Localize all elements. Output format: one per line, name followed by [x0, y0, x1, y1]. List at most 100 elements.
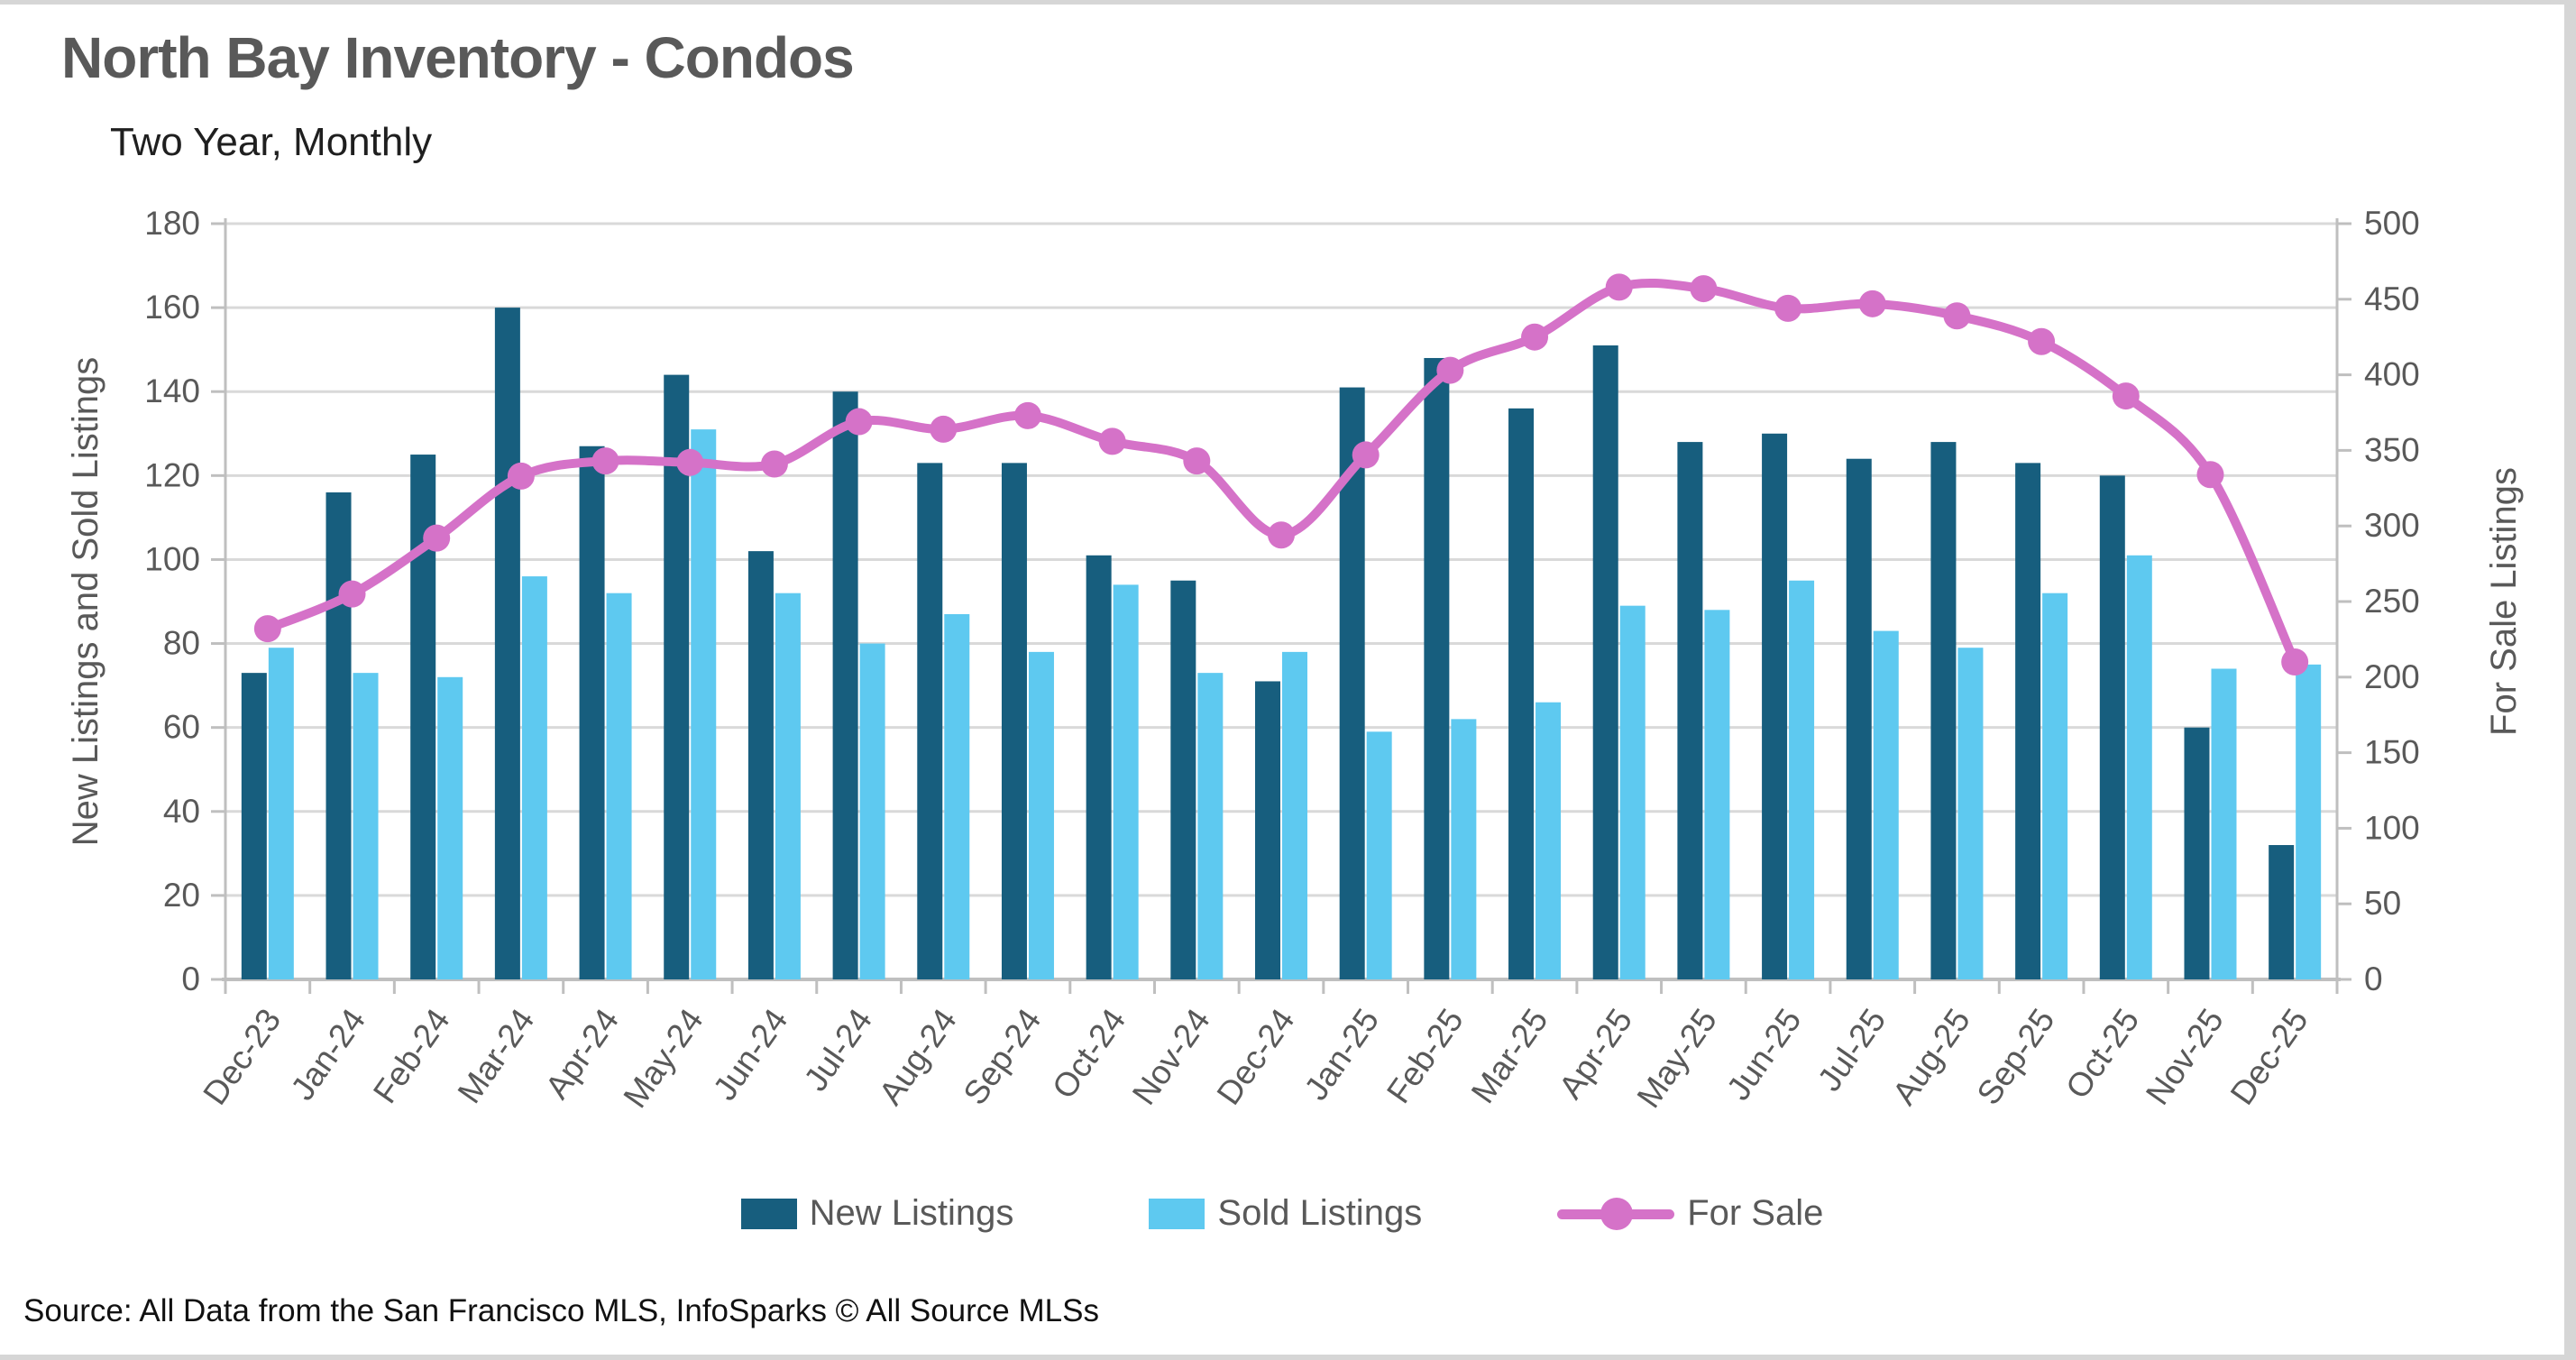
bar-sold-listings	[1619, 605, 1646, 979]
x-axis-label: Sep-24	[956, 1002, 1048, 1111]
for-sale-marker	[676, 448, 704, 476]
legend-marker-icon	[1600, 1197, 1634, 1230]
bar-sold-listings	[353, 673, 379, 979]
x-axis-label: Apr-24	[538, 1002, 626, 1105]
left-axis-tick-label: 60	[163, 709, 200, 746]
right-axis-tick-label: 500	[2364, 205, 2420, 242]
x-axis-label: Nov-25	[2139, 1002, 2231, 1111]
bar-sold-listings	[691, 429, 717, 980]
bar-new-listings	[832, 391, 858, 979]
x-axis-label: Jul-25	[1811, 1002, 1893, 1098]
for-sale-marker	[1013, 401, 1041, 429]
bar-new-listings	[1424, 357, 1450, 979]
x-axis-label: Aug-25	[1885, 1002, 1977, 1111]
for-sale-marker	[2196, 461, 2224, 489]
bar-new-listings	[325, 492, 352, 979]
bar-new-listings	[1170, 580, 1196, 979]
left-axis-tick-label: 20	[163, 877, 200, 914]
legend-item-sold-listings: Sold Listings	[1149, 1193, 1422, 1234]
for-sale-marker	[1605, 273, 1633, 301]
x-axis-label: Feb-24	[366, 1002, 457, 1110]
bar-new-listings	[1846, 458, 1872, 979]
bar-new-listings	[747, 551, 774, 979]
for-sale-marker	[1774, 294, 1802, 322]
x-axis-label: Apr-25	[1552, 1002, 1639, 1105]
x-axis-label: May-25	[1630, 1002, 1724, 1115]
chart-card: North Bay Inventory - Condos Two Year, M…	[0, 5, 2564, 1355]
left-axis-tick-label: 140	[144, 372, 200, 409]
right-axis-tick-label: 150	[2364, 734, 2420, 771]
legend-line-marker-icon	[1557, 1196, 1675, 1232]
for-sale-marker	[1098, 427, 1126, 455]
for-sale-marker	[1352, 441, 1380, 469]
legend-item-new-listings: New Listings	[740, 1193, 1014, 1234]
bar-sold-listings	[437, 676, 463, 979]
right-axis-title: For Sale Listings	[2484, 467, 2524, 736]
x-axis-label: Dec-23	[196, 1002, 288, 1111]
x-axis-label: Mar-24	[451, 1002, 542, 1110]
bar-new-listings	[1001, 463, 1027, 979]
x-axis-label: Dec-24	[1210, 1002, 1302, 1111]
bar-new-listings	[2269, 845, 2295, 979]
left-axis-tick-label: 100	[144, 540, 200, 577]
left-axis-tick-label: 180	[144, 205, 200, 242]
for-sale-marker	[1943, 302, 1971, 330]
x-axis-label: Mar-25	[1464, 1002, 1555, 1110]
bar-sold-listings	[2296, 664, 2322, 979]
x-axis-label: Jun-25	[1719, 1002, 1808, 1107]
left-axis-tick-label: 80	[163, 625, 200, 662]
legend-item-for-sale: For Sale	[1557, 1193, 1823, 1234]
for-sale-marker	[591, 447, 619, 475]
x-axis-label: Jul-24	[797, 1002, 879, 1098]
bar-new-listings	[1086, 555, 1112, 979]
legend-swatch-icon	[1149, 1198, 1205, 1229]
right-axis-tick-label: 450	[2364, 280, 2420, 317]
for-sale-marker	[1858, 289, 1886, 317]
right-axis-tick-label: 200	[2364, 658, 2420, 695]
chart-legend: New Listings Sold Listings For Sale	[0, 1193, 2564, 1234]
bar-new-listings	[1592, 345, 1618, 979]
x-axis-label: Dec-25	[2223, 1002, 2315, 1111]
for-sale-line	[262, 278, 2300, 667]
bar-sold-listings	[775, 593, 801, 979]
for-sale-marker	[845, 408, 873, 436]
for-sale-marker	[1690, 275, 1718, 303]
bar-new-listings	[2099, 475, 2125, 979]
right-axis-tick-label: 0	[2364, 960, 2383, 997]
bar-sold-listings	[2126, 555, 2152, 979]
bar-new-listings	[1930, 442, 1957, 980]
right-axis-tick-label: 100	[2364, 809, 2420, 846]
for-sale-marker	[507, 462, 535, 490]
x-axis-label: Feb-25	[1380, 1002, 1471, 1110]
bar-new-listings	[664, 374, 690, 980]
bar-new-listings	[2184, 727, 2210, 979]
for-sale-marker	[2112, 382, 2140, 410]
bar-sold-listings	[859, 643, 885, 979]
bar-new-listings	[917, 463, 943, 979]
left-axis-tick-label: 120	[144, 456, 200, 493]
bar-new-listings	[241, 673, 267, 979]
bar-sold-listings	[1197, 673, 1224, 979]
right-axis-tick-label: 400	[2364, 356, 2420, 393]
bar-new-listings	[494, 308, 520, 980]
for-sale-marker	[2281, 648, 2309, 676]
bar-sold-listings	[268, 648, 294, 979]
bar-sold-listings	[1704, 610, 1730, 979]
bar-new-listings	[2015, 463, 2041, 979]
bar-sold-listings	[1873, 630, 1899, 979]
for-sale-marker	[1521, 323, 1549, 351]
bar-new-listings	[1255, 681, 1280, 979]
bar-sold-listings	[521, 576, 547, 979]
for-sale-marker	[423, 524, 451, 552]
bar-sold-listings	[1451, 719, 1477, 979]
x-axis-label: Sep-25	[1970, 1002, 2062, 1111]
x-axis-label: May-24	[616, 1002, 710, 1115]
right-axis-tick-label: 250	[2364, 583, 2420, 620]
bar-sold-listings	[1282, 651, 1307, 979]
bar-sold-listings	[2042, 593, 2068, 979]
bar-sold-listings	[1789, 580, 1815, 979]
x-axis-label: Jan-24	[284, 1002, 372, 1107]
legend-swatch-icon	[740, 1198, 797, 1229]
legend-label: New Listings	[809, 1193, 1014, 1233]
x-axis-label: Jan-25	[1297, 1002, 1386, 1107]
